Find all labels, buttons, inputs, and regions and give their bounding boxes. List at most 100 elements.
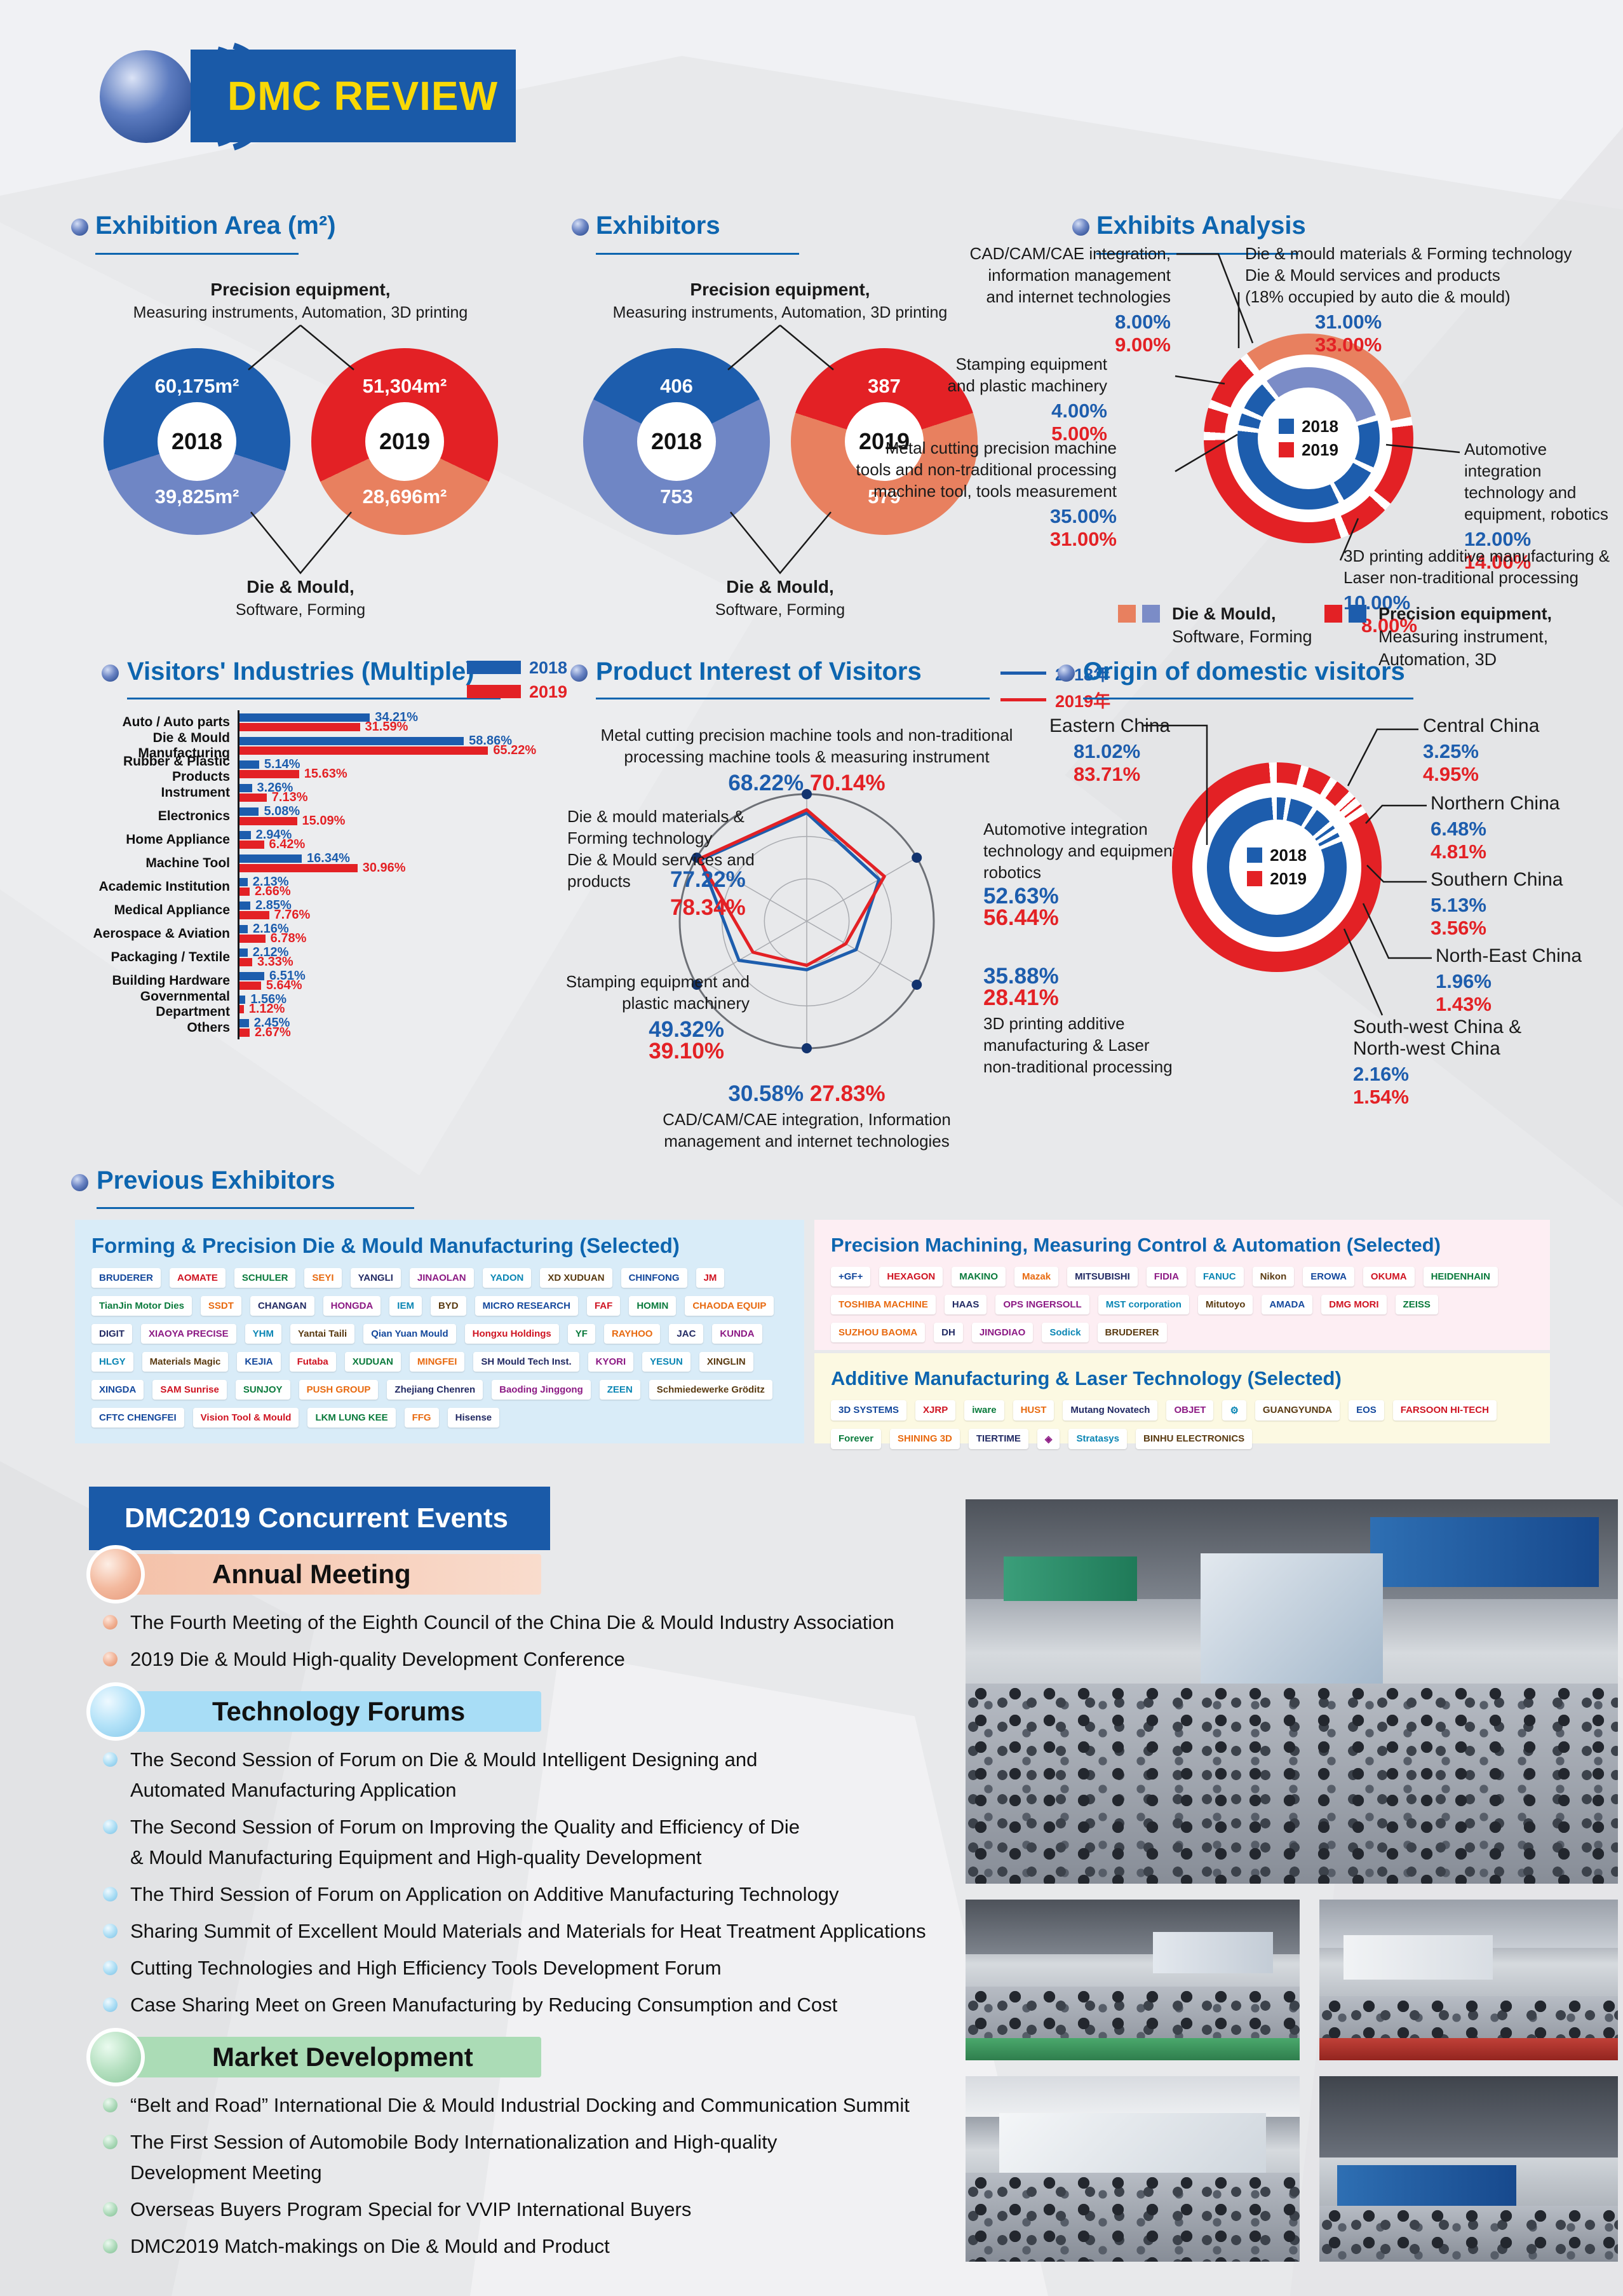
- donut-year: 2018: [171, 428, 223, 454]
- bar-value: 2.16%: [252, 921, 289, 936]
- event-item-text: Overseas Buyers Program Special for VVIP…: [130, 2198, 692, 2220]
- exhibitor-logo: SH Mould Tech Inst.: [473, 1352, 579, 1372]
- radar-axis-die-mould: Die & mould materials & Forming technolo…: [567, 807, 755, 891]
- exhibition-photo-hall: [1319, 2076, 1618, 2262]
- event-item-text: The First Session of Automobile Body Int…: [130, 2131, 778, 2184]
- panel-forming-precision: Forming & Precision Die & Mould Manufact…: [75, 1220, 804, 1443]
- exhibitor-logo: TOSHIBA MACHINE: [831, 1295, 936, 1314]
- bar-row: Home Appliance 2.94% 6.42%: [89, 828, 623, 851]
- donut-hole: [845, 402, 924, 481]
- origin-northeast: North-East China 1.96% 1.43%: [1436, 945, 1582, 1015]
- bar-2019: [239, 863, 358, 872]
- bar-row: Others 2.45% 2.67%: [89, 1016, 623, 1039]
- exhibitor-logo: KYORI: [588, 1352, 634, 1372]
- bar-category-label: Instrument: [161, 785, 230, 800]
- exhibitor-logo: KUNDA: [712, 1324, 762, 1344]
- exhibitor-logo: SAM Sunrise: [152, 1380, 227, 1400]
- bar-2019: [239, 957, 252, 966]
- donut-value-top: 387: [868, 375, 901, 397]
- radar-axis-3d-printing: 35.88% 28.41% 3D printing additive manuf…: [983, 964, 1173, 1076]
- exhibitor-logo: HEXAGON: [879, 1267, 943, 1286]
- exhibitor-logo: XUDUAN: [344, 1352, 401, 1372]
- bar-value: 7.13%: [271, 790, 308, 804]
- event-bullet-icon: [103, 1961, 118, 1975]
- exhibitor-logo: DIGIT: [91, 1324, 132, 1344]
- legend-swatch-red: [1324, 605, 1342, 623]
- event-item: The Third Session of Forum on Applicatio…: [95, 1879, 950, 1910]
- bar-value: 6.51%: [269, 968, 306, 983]
- exhibitor-logo: YF: [567, 1324, 595, 1344]
- radar-axis-metal: Metal cutting precision machine tools an…: [600, 726, 1013, 795]
- event-item: The Second Session of Forum on Die & Mou…: [95, 1745, 950, 1806]
- exhibitor-logo: OKUMA: [1363, 1267, 1415, 1286]
- bar-2018: [239, 971, 265, 980]
- exhibitor-logo: KEJIA: [237, 1352, 281, 1372]
- donut-hole: [365, 402, 444, 481]
- exhibitor-logo: HOMIN: [629, 1296, 677, 1316]
- exhibitor-logo: BYD: [430, 1296, 466, 1316]
- radar-axis-stamping: Stamping equipment and plastic machinery…: [565, 972, 750, 1064]
- photo-crowd: [966, 2172, 1300, 2262]
- bar-2019: [239, 1004, 244, 1013]
- bar-category-label: Packaging / Textile: [111, 949, 230, 964]
- exhibitor-logo: RAYHOO: [603, 1324, 661, 1344]
- exhibitor-logo: MITSUBISHI: [1067, 1267, 1138, 1286]
- bar-value: 3.26%: [257, 780, 293, 795]
- exhibitor-logo: CHANGAN: [250, 1296, 314, 1316]
- donut-hole: [637, 402, 716, 481]
- exhibitor-logo: XINGLIN: [699, 1352, 753, 1372]
- exhibitor-logo: MST corporation: [1098, 1295, 1189, 1314]
- legend-2018-swatch: [467, 661, 521, 674]
- bar-value: 2.85%: [255, 898, 292, 912]
- exhibitor-logo: TianJin Motor Dies: [91, 1296, 192, 1316]
- exhibitor-logo: BRUDERER: [91, 1268, 161, 1288]
- section-title-origin: Origin of domestic visitors: [1083, 658, 1405, 685]
- bar-category-label: Governmental Department: [140, 989, 230, 1019]
- event-item: The Second Session of Forum on Improving…: [95, 1812, 950, 1873]
- exhibitor-logo: Forever: [831, 1429, 882, 1449]
- bar-value: 1.56%: [250, 992, 287, 1006]
- exhibitor-logo: Zhejiang Chenren: [387, 1380, 483, 1400]
- exhibitor-logo: FFG: [404, 1408, 439, 1428]
- legend-die-mould: Die & Mould, Software, Forming: [1172, 604, 1312, 646]
- exhibitor-logo: DMG MORI: [1321, 1295, 1387, 1314]
- exhibition-photo-aisle: [966, 1900, 1300, 2060]
- title-underline: [596, 253, 799, 255]
- panel-title: Additive Manufacturing & Laser Technolog…: [831, 1367, 1342, 1389]
- exhibition-photo-large: [966, 1499, 1618, 1884]
- callout-automotive: Automotive integration technology and eq…: [1464, 440, 1608, 573]
- bar-value: 1.12%: [248, 1001, 285, 1016]
- event-bullet-icon: [103, 2202, 118, 2217]
- legend-swatch-blue: [1349, 605, 1366, 623]
- bar-row: Auto / Auto parts 34.21% 31.59%: [89, 710, 623, 734]
- bar-row: Electronics 5.08% 15.09%: [89, 804, 623, 828]
- callout-stamping: Stamping equipment and plastic machinery…: [947, 355, 1107, 445]
- bar-value: 2.45%: [253, 1015, 290, 1030]
- bar-value: 58.86%: [469, 733, 512, 748]
- label-die-mould: Die & Mould, Software, Forming: [235, 577, 366, 619]
- bar-2018: [239, 924, 248, 933]
- event-bullet-icon: [103, 1887, 118, 1901]
- photo-ceiling: [1319, 2076, 1618, 2158]
- page-title: DMC REVIEW: [227, 73, 498, 119]
- section-bullet: [572, 219, 589, 236]
- bar-2018: [239, 760, 259, 769]
- bar-value: 5.08%: [264, 804, 300, 818]
- exhibitor-logo: Hisense: [447, 1408, 500, 1428]
- panel-precision-machining: Precision Machining, Measuring Control &…: [814, 1220, 1550, 1350]
- callout-die-mould-materials: Die & mould materials & Forming technolo…: [1245, 244, 1572, 356]
- exhibitor-logo: Schmiedewerke Gröditz: [649, 1380, 772, 1400]
- donut-center: 2018 2019: [1258, 388, 1359, 489]
- exhibitor-logo: Baoding Jinggong: [492, 1380, 591, 1400]
- exhibitor-logo: SUNJOY: [235, 1380, 290, 1400]
- event-item: Sharing Summit of Excellent Mould Materi…: [95, 1916, 950, 1947]
- event-bullet-icon: [103, 2135, 118, 2149]
- photo-banner: [1343, 1935, 1493, 1980]
- callout-metal-cutting: Metal cutting precision machine tools an…: [856, 438, 1117, 550]
- bar-2018: [239, 807, 259, 816]
- exhibitor-logo: CHINFONG: [621, 1268, 687, 1288]
- callout-3d-printing: 3D printing additive manufacturing & Las…: [1344, 546, 1610, 637]
- exhibitor-logo: XJRP: [915, 1400, 956, 1421]
- event-group-header-peach: Annual Meeting: [86, 1545, 541, 1604]
